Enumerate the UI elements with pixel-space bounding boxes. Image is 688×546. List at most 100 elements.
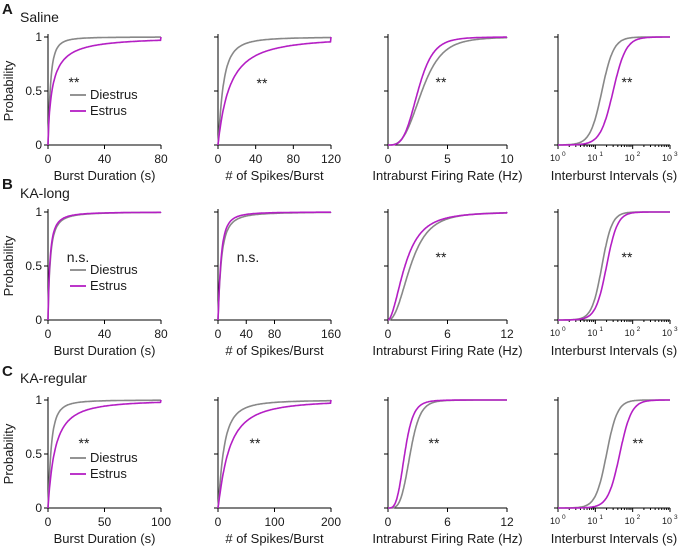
x-tick-label: 10 [587, 153, 597, 163]
x-tick-exponent: 0 [562, 151, 566, 158]
legend-label-estrus: Estrus [90, 278, 127, 293]
x-tick-label: 40 [98, 327, 112, 341]
x-axis-label: Interburst Intervals (s) [551, 531, 677, 546]
y-axis-label: Probability [1, 235, 16, 296]
panel-letter: B [2, 176, 13, 193]
diestrus-cdf-line [217, 399, 332, 509]
x-tick-label: 10 [662, 516, 672, 526]
x-tick-label: 120 [321, 152, 341, 166]
plot-A-2: 0 40 80 120 # of Spikes/Burst ** [214, 34, 341, 183]
x-axis-label: Burst Duration (s) [54, 531, 156, 546]
diestrus-cdf-line [558, 399, 670, 509]
estrus-cdf-line [387, 211, 508, 321]
x-tick-label: 0 [45, 152, 52, 166]
significance-annotation: ** [69, 74, 80, 90]
significance-annotation: ** [257, 75, 268, 91]
estrus-cdf-line [217, 399, 332, 509]
x-tick-exponent: 3 [674, 514, 678, 521]
estrus-cdf-line [47, 36, 162, 146]
plot-B-1: 1 0.5 00 40 80 Burst Duration (s) n.s.Diestrus… [25, 205, 168, 358]
x-tick-label: 0 [215, 152, 222, 166]
estrus-cdf-line [388, 399, 507, 509]
x-axis-label: Intraburst Firing Rate (Hz) [372, 168, 522, 183]
significance-annotation: n.s. [237, 249, 260, 265]
x-axis-label: Intraburst Firing Rate (Hz) [372, 343, 522, 358]
x-tick-label: 80 [287, 152, 301, 166]
plot-A-1: 1 0.5 00 40 80 Burst Duration (s) ** DiestrusEs… [25, 30, 168, 183]
x-tick-label: 40 [98, 152, 112, 166]
x-tick-label: 10 [500, 152, 514, 166]
x-tick-exponent: 1 [599, 151, 603, 158]
legend-label-diestrus: Diestrus [90, 450, 138, 465]
x-tick-label: 50 [98, 515, 112, 529]
y-tick-label: 0.5 [25, 447, 42, 461]
estrus-cdf-line [388, 36, 508, 146]
diestrus-cdf-line [47, 36, 162, 146]
significance-annotation: ** [622, 249, 633, 265]
x-tick-label: 0 [45, 327, 52, 341]
x-tick-label: 200 [321, 515, 341, 529]
diestrus-cdf-line [558, 211, 670, 321]
diestrus-cdf-line [217, 211, 332, 321]
group-title: KA-regular [20, 370, 87, 386]
x-tick-label: 10 [587, 328, 597, 338]
diestrus-cdf-line [47, 399, 162, 509]
x-tick-exponent: 1 [599, 326, 603, 333]
plot-C-3: 0 6 12 Intraburst Firing Rate (Hz) ** [372, 397, 523, 546]
x-tick-exponent: 2 [637, 151, 641, 158]
significance-annotation: n.s. [67, 249, 90, 265]
y-tick-label: 1 [35, 393, 42, 407]
x-axis-label: Burst Duration (s) [54, 168, 156, 183]
x-tick-label: 40 [240, 327, 254, 341]
plot-B-3: 0 6 12 Intraburst Firing Rate (Hz) ** [372, 209, 523, 358]
significance-annotation: ** [429, 435, 440, 451]
x-axis-label: Interburst Intervals (s) [551, 343, 677, 358]
x-tick-label: 40 [249, 152, 263, 166]
x-tick-label: 10 [662, 153, 672, 163]
legend-label-diestrus: Diestrus [90, 87, 138, 102]
x-tick-label: 12 [500, 515, 514, 529]
x-tick-label: 100 [151, 515, 171, 529]
y-tick-label: 0.5 [25, 84, 42, 98]
x-tick-exponent: 1 [599, 514, 603, 521]
y-tick-label: 0.5 [25, 259, 42, 273]
estrus-cdf-line [558, 211, 670, 321]
x-axis-label: Burst Duration (s) [54, 343, 156, 358]
x-tick-label: 10 [550, 153, 560, 163]
x-axis-label: Intraburst Firing Rate (Hz) [372, 531, 522, 546]
x-axis-label: # of Spikes/Burst [225, 531, 324, 546]
x-axis-label: # of Spikes/Burst [225, 343, 324, 358]
x-tick-label: 80 [154, 152, 168, 166]
x-tick-label: 6 [444, 327, 451, 341]
group-title: KA-long [20, 185, 70, 201]
significance-annotation: ** [436, 74, 447, 90]
x-axis-label: Interburst Intervals (s) [551, 168, 677, 183]
y-tick-label: 1 [35, 205, 42, 219]
x-tick-label: 0 [385, 515, 392, 529]
x-tick-label: 160 [321, 327, 341, 341]
plot-A-3: 0 5 10 Intraburst Firing Rate (Hz) ** [372, 34, 523, 183]
legend-label-diestrus: Diestrus [90, 262, 138, 277]
plot-C-2: 0 100 200 # of Spikes/Burst ** [214, 397, 341, 546]
y-tick-label: 0 [35, 501, 42, 515]
x-tick-label: 0 [385, 152, 392, 166]
diestrus-cdf-line [388, 211, 508, 321]
significance-annotation: ** [622, 74, 633, 90]
y-axis-label: Probability [1, 60, 16, 121]
panel-letter: C [2, 363, 13, 380]
x-tick-label: 10 [550, 328, 560, 338]
x-tick-label: 10 [625, 328, 635, 338]
estrus-cdf-line [47, 399, 162, 509]
estrus-cdf-line [558, 36, 670, 146]
estrus-cdf-line [217, 211, 332, 321]
x-tick-label: 0 [45, 515, 52, 529]
plot-C-1: 1 0.5 00 50 100 Burst Duration (s) **DiestrusE… [25, 393, 171, 546]
estrus-cdf-line [217, 36, 332, 146]
diestrus-cdf-line [558, 36, 670, 146]
estrus-cdf-line [47, 211, 162, 321]
